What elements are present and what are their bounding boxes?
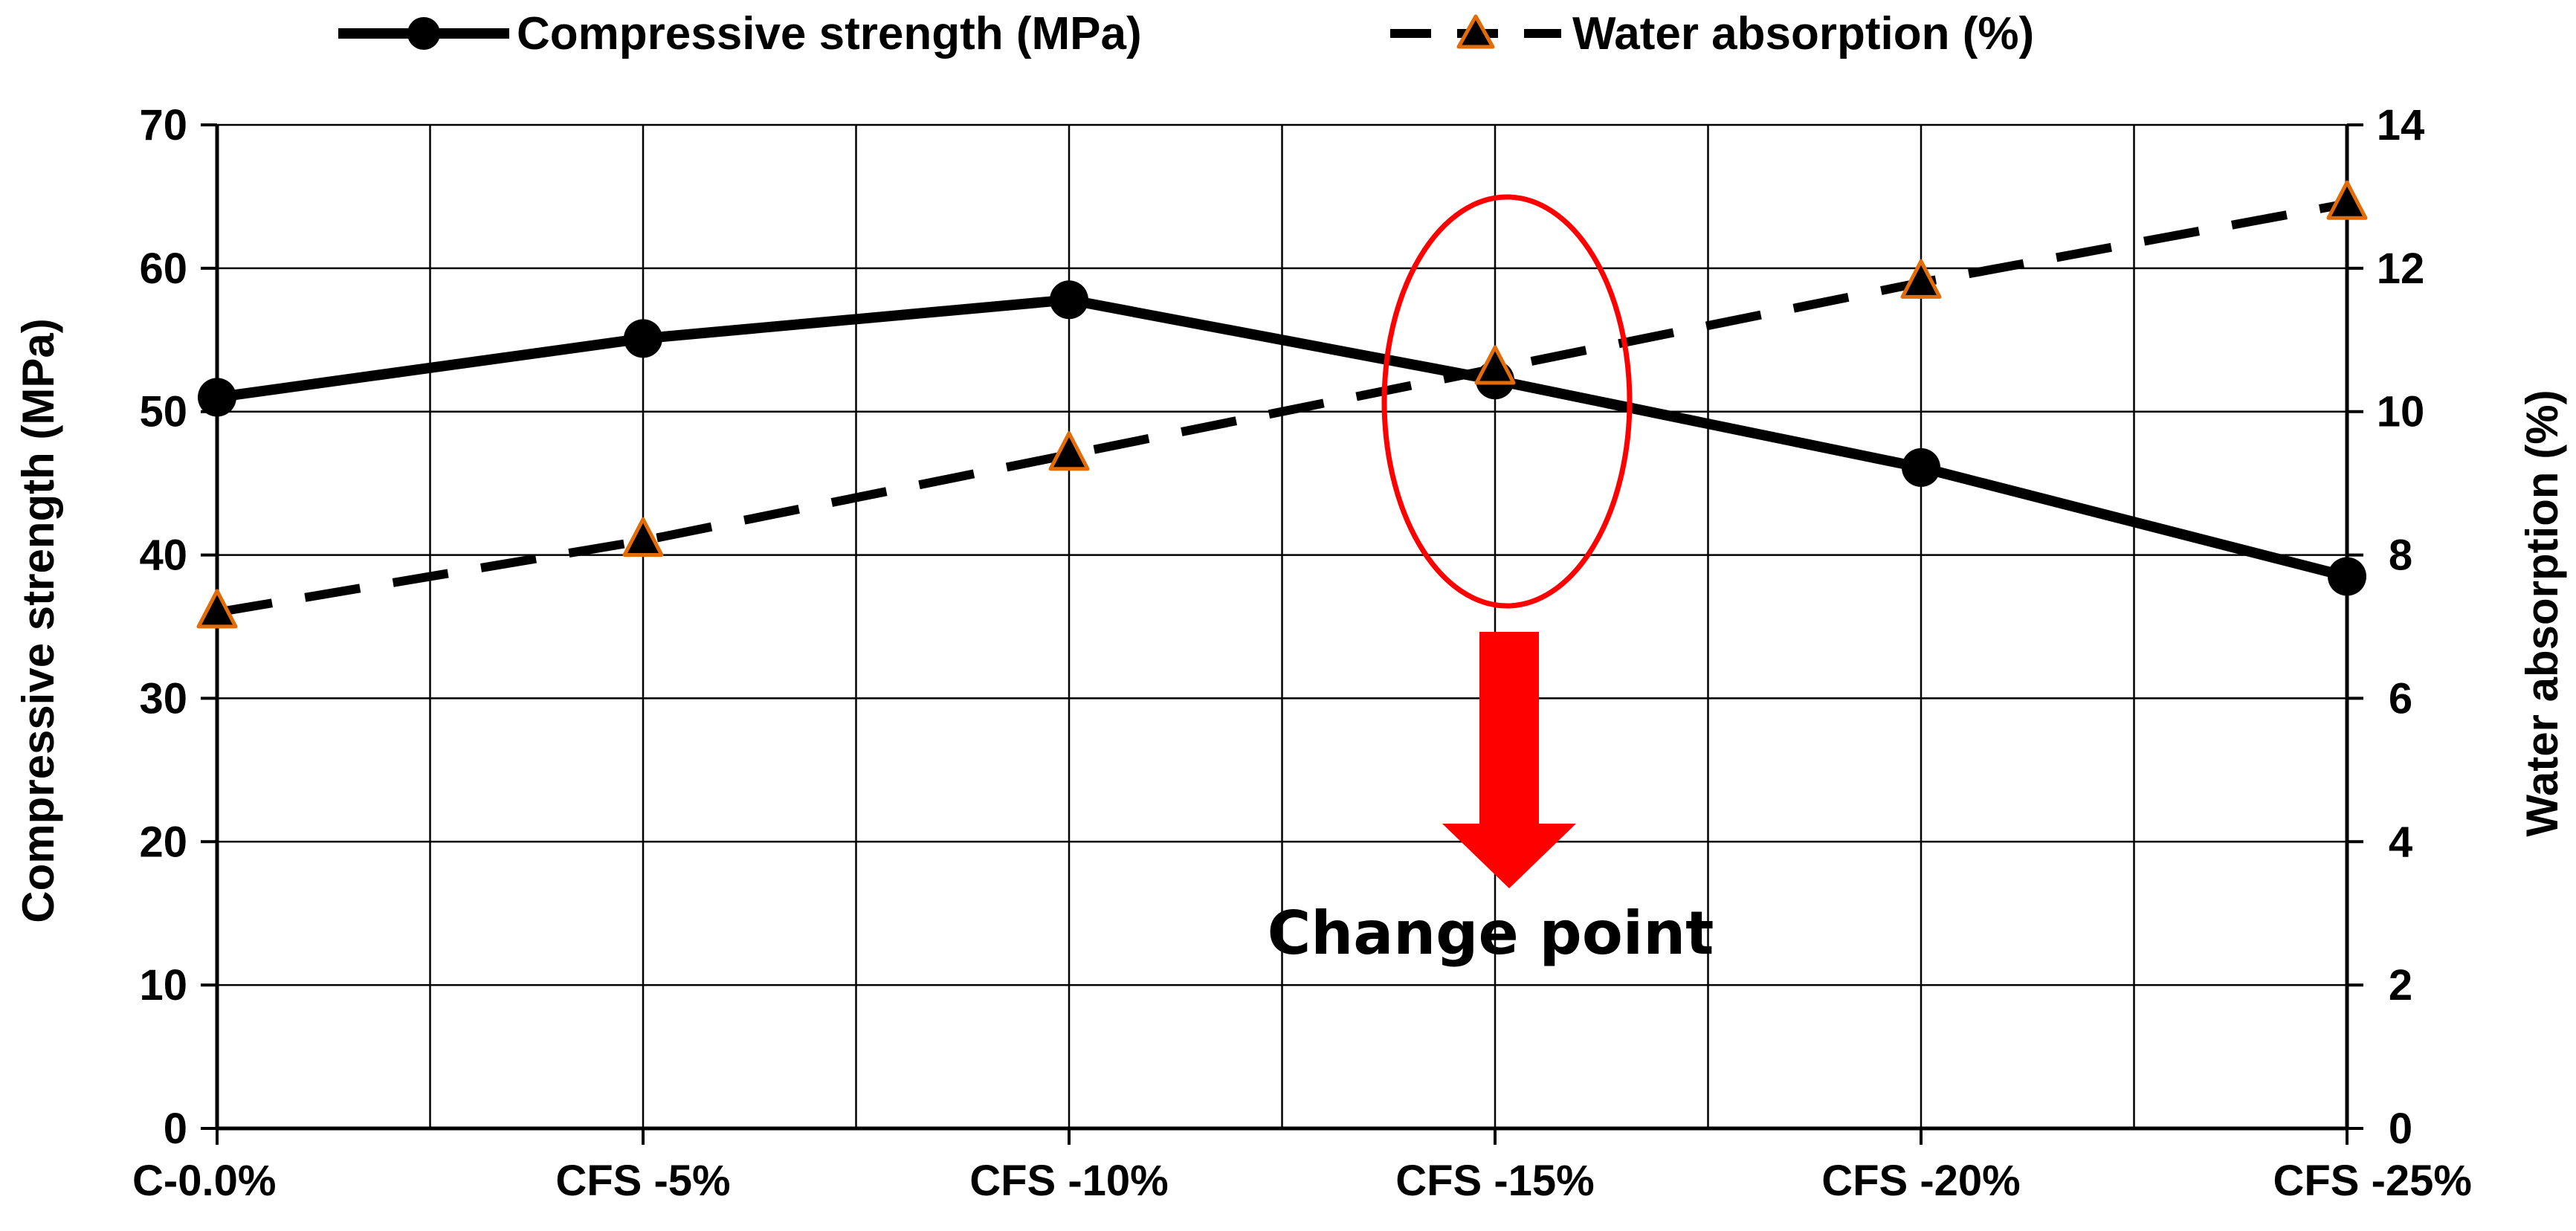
y-tick-label: 60 bbox=[139, 245, 187, 293]
y-tick-label: 10 bbox=[139, 961, 187, 1009]
y-tick-label: 20 bbox=[139, 818, 187, 866]
y2-tick-labels: 0 2 4 6 8 10 12 14 bbox=[2377, 101, 2425, 1153]
x-tick-label: CFS -10% bbox=[969, 1157, 1169, 1205]
change-point-annotation: Change point bbox=[1268, 194, 1714, 968]
data-point-water-absorption bbox=[1900, 259, 1942, 299]
legend-entry-water-absorption: Water absorption (%) bbox=[1390, 8, 2034, 59]
data-point-water-absorption bbox=[1048, 431, 1090, 471]
x-tick-label: CFS -20% bbox=[1821, 1157, 2021, 1205]
x-tick-labels: C-0.0% CFS -5% CFS -10% CFS -15% CFS -20% CFS… bbox=[132, 1157, 2472, 1205]
legend: Compressive strength (MPa) Water absorpt… bbox=[338, 8, 2034, 59]
series-line-compressive-strength-mpa bbox=[216, 294, 2349, 582]
legend-label-water-absorption: Water absorption (%) bbox=[1572, 8, 2034, 59]
legend-marker-water-absorption bbox=[1456, 14, 1495, 49]
y-tick-label: 40 bbox=[139, 532, 187, 580]
series-lines bbox=[216, 199, 2349, 617]
data-point-water-absorption bbox=[2326, 180, 2368, 220]
y2-axis-title: Water absorption (%) bbox=[2517, 390, 2567, 836]
legend-entry-compressive-strength: Compressive strength (MPa) bbox=[338, 8, 1142, 59]
legend-label-compressive-strength: Compressive strength (MPa) bbox=[517, 8, 1142, 59]
y-tick-label: 0 bbox=[164, 1105, 187, 1153]
x-tick-label: CFS -25% bbox=[2273, 1157, 2472, 1205]
series-markers bbox=[196, 180, 2368, 629]
change-point-label: Change point bbox=[1268, 899, 1714, 968]
y2-tick-label: 0 bbox=[2389, 1105, 2412, 1153]
y-tick-label: 70 bbox=[139, 101, 187, 149]
y2-tick-label: 8 bbox=[2389, 532, 2412, 580]
x-tick-label: C-0.0% bbox=[132, 1157, 276, 1205]
y2-tick-label: 14 bbox=[2377, 101, 2425, 149]
data-point-water-absorption bbox=[196, 589, 238, 629]
x-tick-label: CFS -15% bbox=[1395, 1157, 1595, 1205]
data-point-compressive-strength bbox=[1902, 448, 1940, 487]
y-tick-label: 30 bbox=[139, 674, 187, 723]
data-point-compressive-strength bbox=[1050, 280, 1088, 320]
y2-tick-label: 6 bbox=[2389, 674, 2412, 723]
data-point-compressive-strength bbox=[624, 319, 662, 358]
arrow-down-icon bbox=[1442, 632, 1576, 888]
y-axis-title: Compressive strength (MPa) bbox=[13, 318, 63, 923]
y2-tick-label: 2 bbox=[2389, 961, 2412, 1009]
legend-marker-compressive-strength bbox=[407, 17, 440, 50]
grid bbox=[217, 123, 2347, 1128]
y2-tick-label: 4 bbox=[2389, 818, 2412, 866]
series-line-water-absorption bbox=[216, 199, 2349, 617]
data-point-water-absorption bbox=[622, 517, 664, 557]
y-tick-label: 50 bbox=[139, 388, 187, 436]
y2-tick-label: 12 bbox=[2377, 245, 2425, 293]
data-point-compressive-strength bbox=[2328, 557, 2366, 596]
y2-tick-label: 10 bbox=[2377, 388, 2425, 436]
y-tick-labels: 0 10 20 30 40 50 60 70 bbox=[139, 101, 187, 1153]
highlight-ellipse bbox=[1381, 194, 1633, 609]
data-point-water-absorption bbox=[1474, 345, 1516, 385]
x-tick-label: CFS -5% bbox=[555, 1157, 730, 1205]
data-point-compressive-strength bbox=[198, 378, 236, 417]
